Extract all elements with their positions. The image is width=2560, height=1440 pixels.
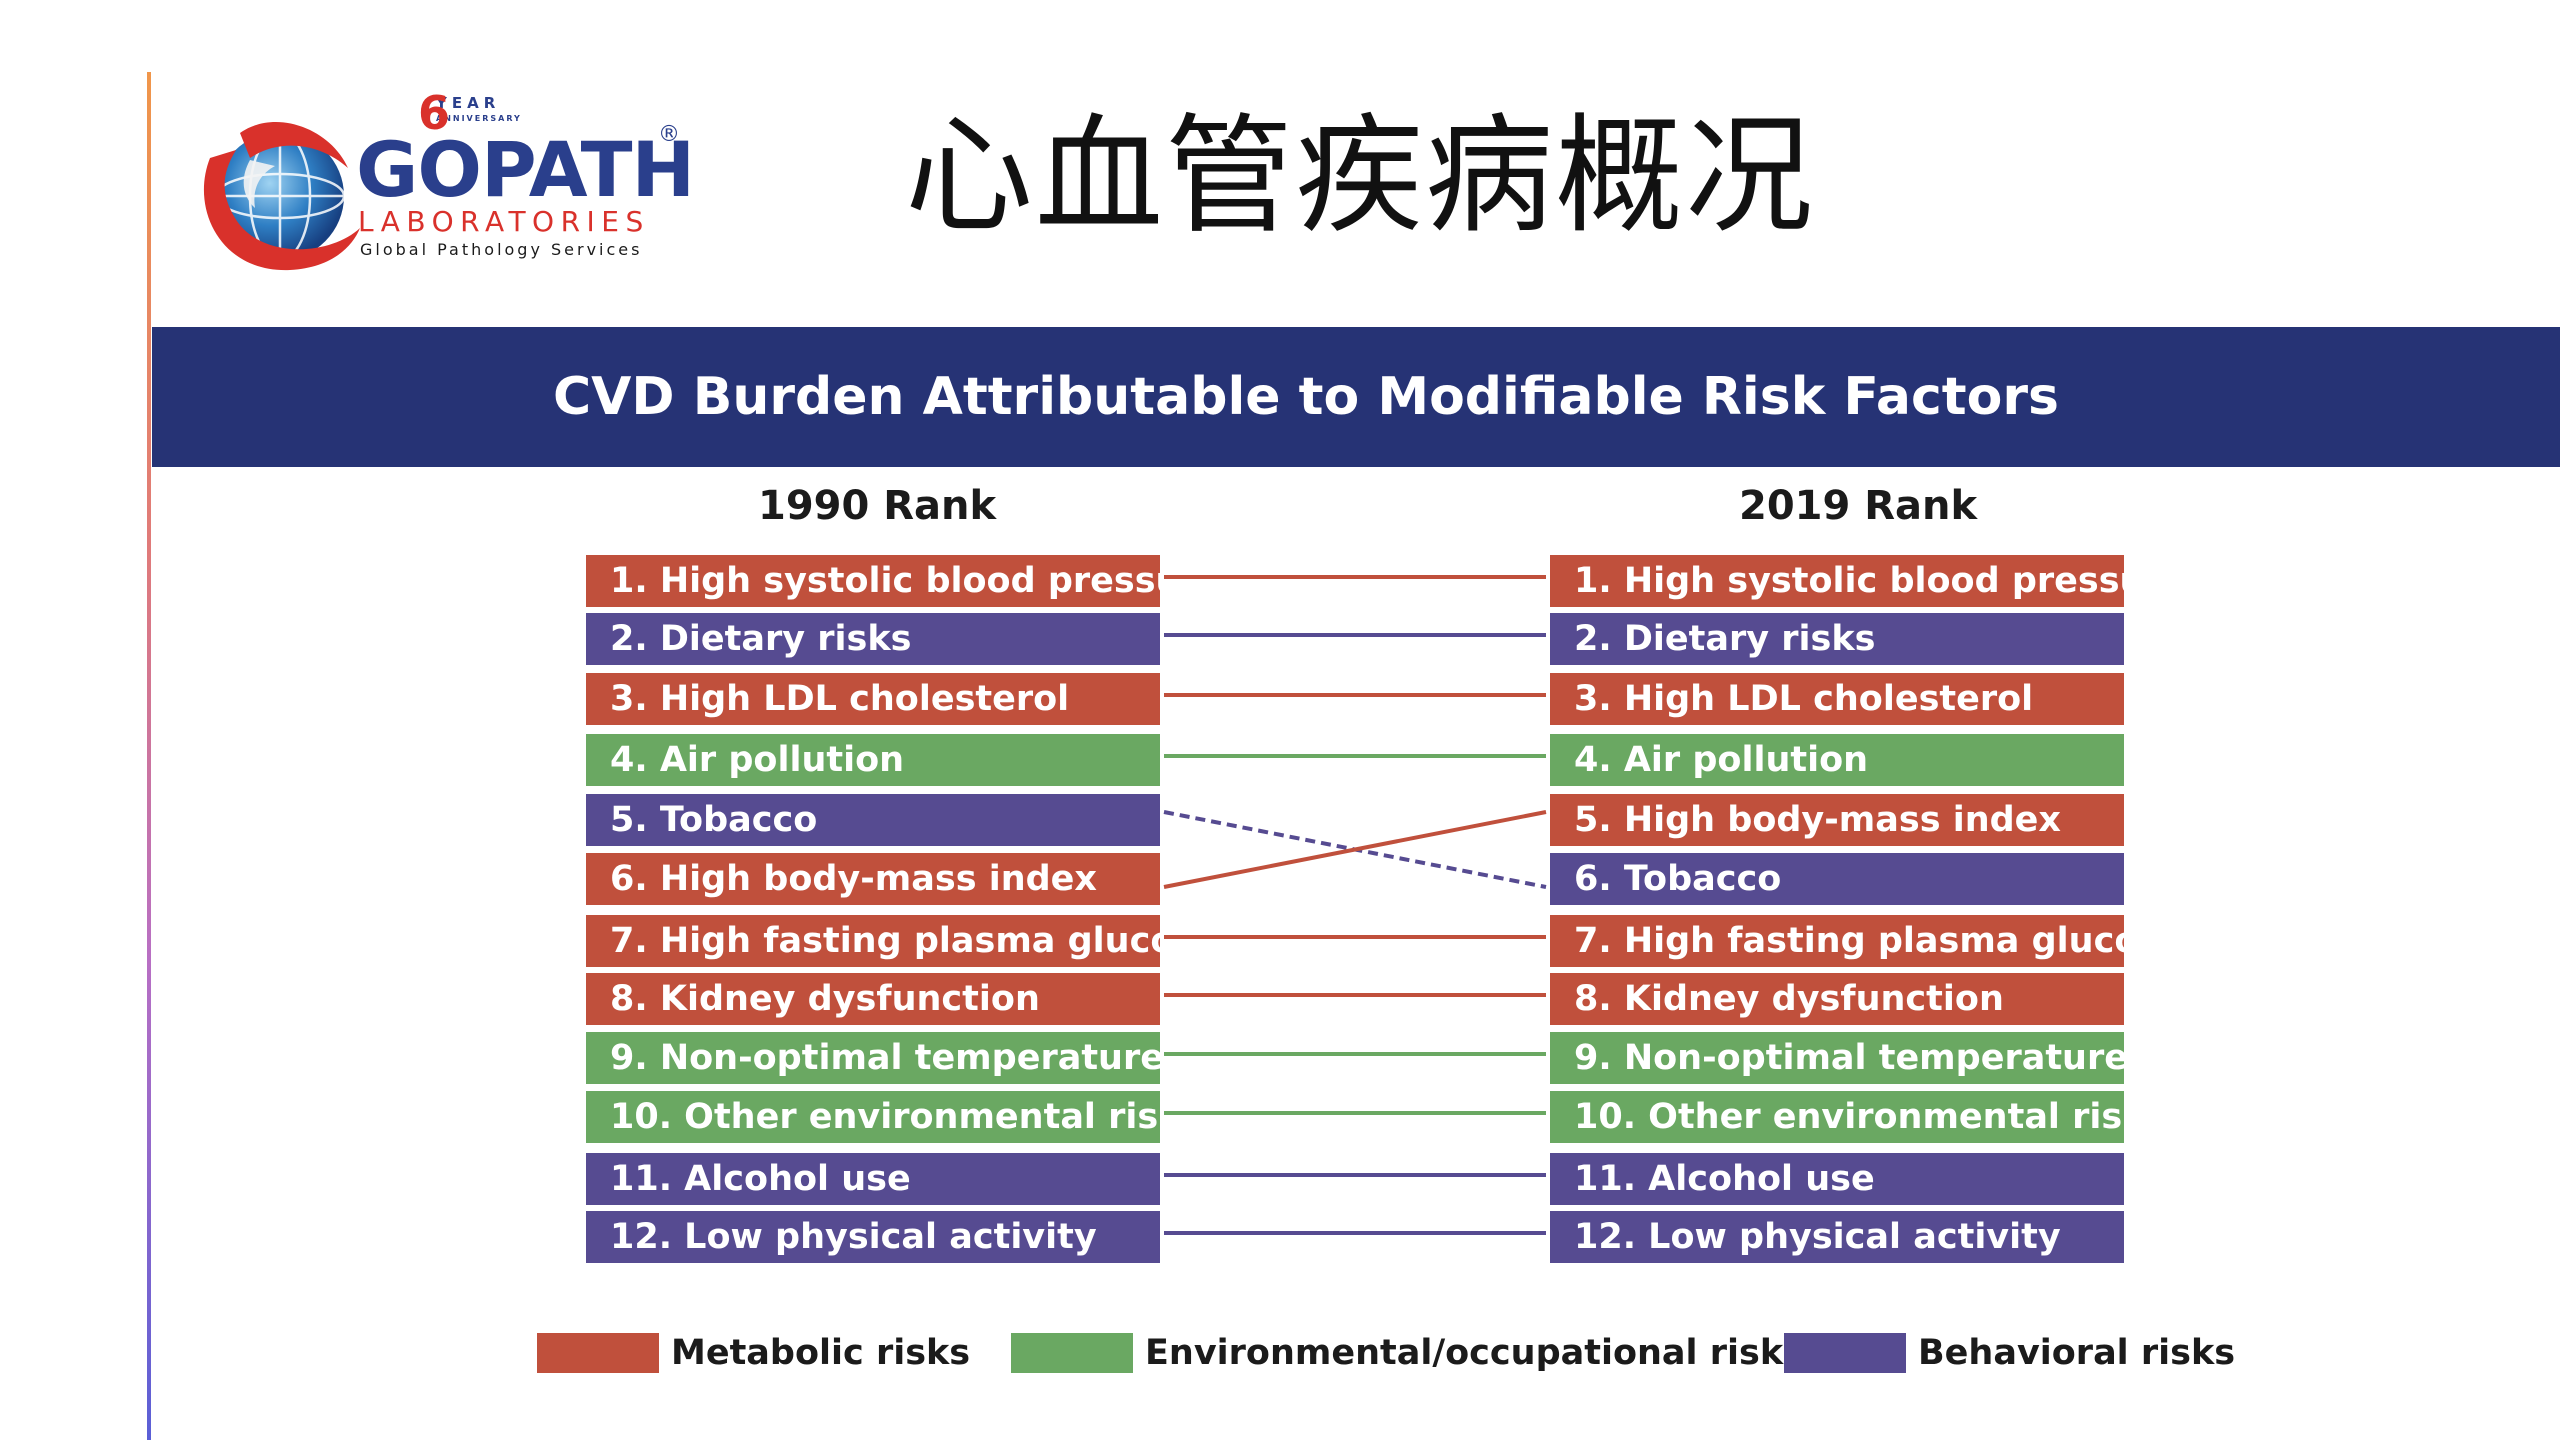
right-rank-item: 2. Dietary risks [1550,613,2124,665]
legend-swatch-metabolic [537,1333,659,1373]
logo-subtitle: LABORATORIES [358,205,650,238]
right-rank-item: 1. High systolic blood pressure [1550,555,2124,607]
legend-swatch-environmental [1011,1333,1133,1373]
right-rank-item: 5. High body-mass index [1550,794,2124,846]
right-column-header: 2019 Rank [1739,483,1978,529]
left-column-header: 1990 Rank [758,483,997,529]
banner-title: CVD Burden Attributable to Modifiable Ri… [553,367,2059,427]
right-rank-item: 7. High fasting plasma glucose [1550,915,2124,967]
page-title: 心血管疾病概况 [905,102,1816,251]
legend-label-behavioral: Behavioral risks [1918,1333,2236,1373]
right-rank-item: 10. Other environmental risks [1550,1091,2124,1143]
rank-link-6-to-5 [1163,810,1547,889]
right-rank-item: 3. High LDL cholesterol [1550,673,2124,725]
left-accent-bar [147,72,151,1440]
right-rank-item: 9. Non-optimal temperature [1550,1032,2124,1084]
registered-mark: ® [658,122,680,147]
right-rank-item: 4. Air pollution [1550,734,2124,786]
right-rank-item: 6. Tobacco [1550,853,2124,905]
legend-label-environmental: Environmental/occupational risks [1145,1333,1804,1373]
left-rank-item: 2. Dietary risks [586,613,1160,665]
logo-wordmark: GOPATH [356,132,695,208]
right-rank-item: 12. Low physical activity [1550,1211,2124,1263]
legend-swatch-behavioral [1784,1333,1906,1373]
logo-year-text: YEAR [436,94,501,112]
left-rank-item: 9. Non-optimal temperature [586,1032,1160,1084]
right-rank-item: 8. Kidney dysfunction [1550,973,2124,1025]
logo-six-mark: 6 [418,86,451,140]
logo-anniversary-text: ANNIVERSARY [436,114,522,123]
gopath-logo: YEAR ANNIVERSARY GOPATH ® 6 LABORATORIES… [180,88,700,288]
left-rank-item: 10. Other environmental risks [586,1091,1160,1143]
left-rank-item: 1. High systolic blood pressure [586,555,1160,607]
right-rank-item: 11. Alcohol use [1550,1153,2124,1205]
logo-tagline: Global Pathology Services [360,240,643,259]
left-rank-item: 11. Alcohol use [586,1153,1160,1205]
left-rank-item: 5. Tobacco [586,794,1160,846]
left-rank-item: 7. High fasting plasma glucose [586,915,1160,967]
left-rank-item: 6. High body-mass index [586,853,1160,905]
left-rank-item: 12. Low physical activity [586,1211,1160,1263]
left-rank-item: 8. Kidney dysfunction [586,973,1160,1025]
logo-name: GOPATH [356,125,695,214]
globe-logo-icon [203,121,360,271]
chart-banner: CVD Burden Attributable to Modifiable Ri… [152,327,2560,467]
left-rank-item: 4. Air pollution [586,734,1160,786]
legend-label-metabolic: Metabolic risks [671,1333,971,1373]
left-rank-item: 3. High LDL cholesterol [586,673,1160,725]
